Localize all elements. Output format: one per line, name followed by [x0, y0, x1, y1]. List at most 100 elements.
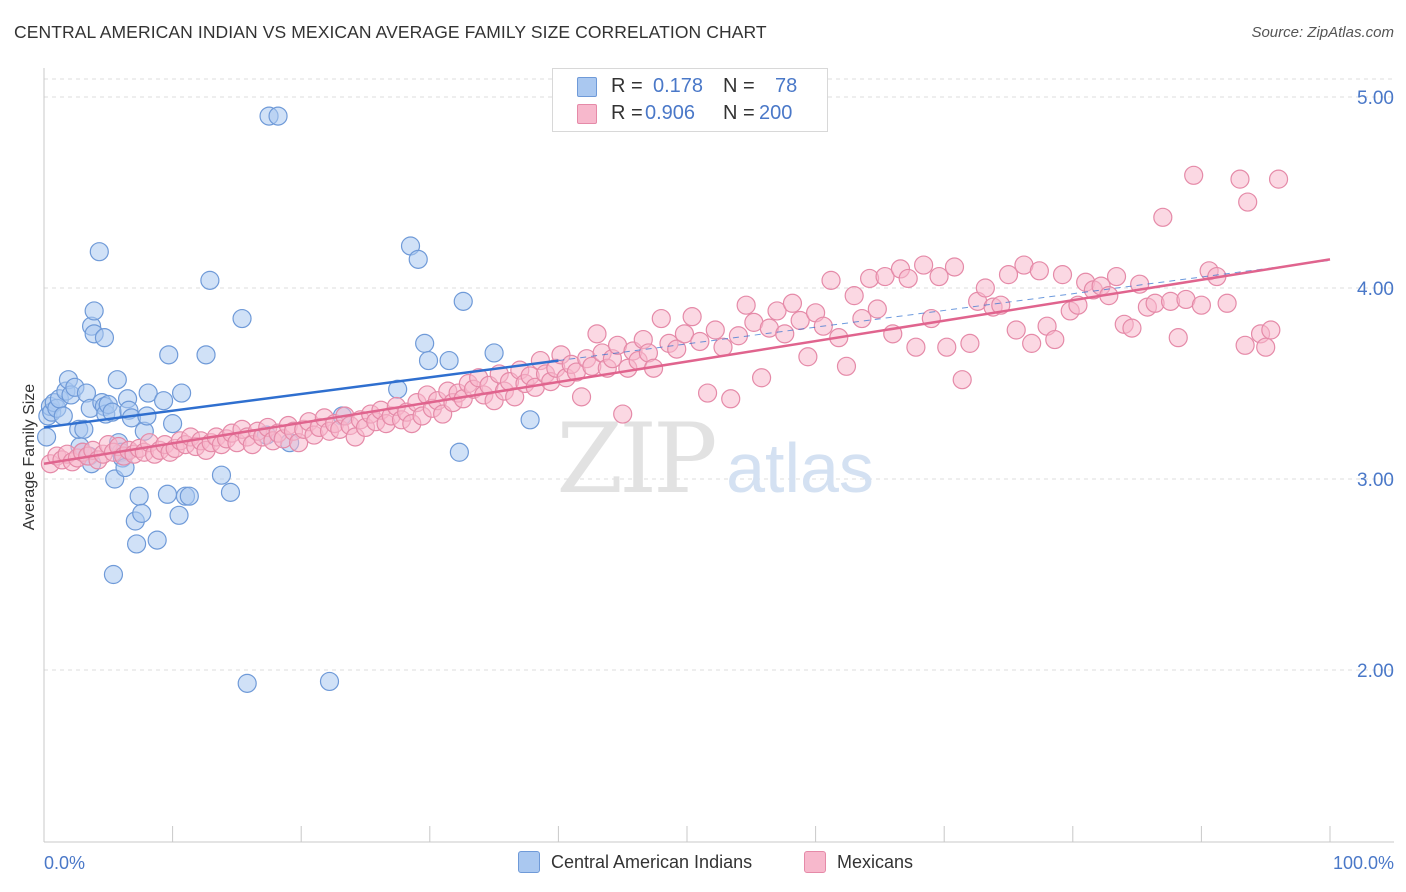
point-mexicans [1122, 318, 1142, 338]
point-central-american-indians [211, 465, 232, 485]
point-central-american-indians [157, 484, 178, 504]
point-central-american-indians [132, 503, 152, 523]
point-mexicans [914, 255, 934, 275]
legend-r-value-blue: 0.178 [653, 75, 704, 97]
watermark-atlas: atlas [726, 429, 874, 507]
point-central-american-indians [84, 301, 104, 321]
point-central-american-indians [107, 370, 127, 390]
point-central-american-indians [159, 345, 179, 365]
point-mexicans [1029, 261, 1049, 281]
series-legend: Central American Indians Mexicans [0, 851, 1406, 879]
chart-title: CENTRAL AMERICAN INDIAN VS MEXICAN AVERA… [14, 22, 767, 42]
point-mexicans [751, 368, 772, 388]
legend-n-label-pink: N = [723, 102, 755, 124]
point-central-american-indians [147, 530, 167, 550]
point-mexicans [821, 270, 841, 290]
point-central-american-indians [439, 350, 459, 371]
point-mexicans [798, 347, 818, 367]
legend-item-central-american-indians: Central American Indians [518, 851, 752, 873]
point-mexicans [937, 337, 957, 357]
point-central-american-indians [232, 308, 252, 329]
point-mexicans [782, 293, 803, 313]
point-central-american-indians [103, 564, 124, 585]
stats-legend: R = 0.178 N = 78 R = 0.906 N = 200 [552, 68, 828, 132]
point-central-american-indians [484, 343, 504, 363]
x-tick-label-min: 0.0% [44, 853, 85, 873]
point-mexicans [1217, 293, 1237, 313]
legend-n-value-pink: 200 [759, 102, 793, 124]
legend-swatch-blue [577, 77, 597, 97]
point-mexicans [775, 324, 795, 344]
point-mexicans [705, 320, 725, 340]
legend-r-value-pink: 0.906 [645, 102, 696, 124]
watermark-zip: ZIP [556, 403, 715, 515]
point-central-american-indians [36, 427, 57, 447]
point-central-american-indians [94, 328, 115, 348]
point-mexicans [1006, 320, 1026, 340]
point-mexicans [952, 370, 972, 390]
point-central-american-indians [74, 419, 94, 439]
point-mexicans [613, 404, 633, 424]
point-central-american-indians [237, 673, 257, 693]
legend-item-mexicans: Mexicans [804, 851, 913, 873]
trend-line-extension [558, 259, 1331, 362]
point-mexicans [1168, 328, 1188, 348]
point-mexicans [767, 301, 787, 321]
point-mexicans [898, 268, 918, 289]
watermark: ZIP atlas [556, 403, 874, 515]
point-central-american-indians [153, 391, 174, 411]
point-mexicans [852, 308, 872, 329]
point-mexicans [1230, 169, 1250, 189]
trend-line-mexicans [43, 258, 1331, 465]
y-tick-label: 4.00 [1357, 279, 1394, 300]
point-mexicans [713, 337, 733, 357]
point-mexicans [1106, 266, 1127, 287]
point-mexicans [682, 307, 702, 327]
point-mexicans [1153, 207, 1173, 227]
point-mexicans [929, 266, 949, 287]
legend-swatch-pink [577, 104, 597, 124]
y-axis-label: Average Family Size [21, 384, 38, 531]
point-mexicans [1052, 265, 1073, 285]
point-central-american-indians [138, 383, 158, 403]
point-mexicans [1191, 295, 1212, 315]
point-mexicans [960, 333, 980, 353]
point-central-american-indians [415, 333, 435, 353]
point-central-american-indians [220, 482, 241, 502]
point-central-american-indians [126, 534, 147, 554]
point-mexicans [728, 326, 749, 346]
point-central-american-indians [453, 291, 473, 311]
point-central-american-indians [319, 671, 340, 692]
point-central-american-indians [163, 414, 183, 434]
legend-swatch-central-american-indians [518, 851, 540, 873]
point-mexicans [844, 286, 864, 306]
point-central-american-indians [268, 106, 288, 126]
y-tick-label: 3.00 [1357, 470, 1394, 491]
point-mexicans [944, 257, 965, 277]
legend-label-mexicans: Mexicans [837, 851, 914, 872]
point-mexicans [1022, 333, 1042, 353]
point-central-american-indians [418, 350, 439, 371]
point-mexicans [571, 387, 592, 407]
point-mexicans [906, 337, 926, 357]
y-tick-label: 2.00 [1357, 661, 1394, 682]
point-central-american-indians [169, 505, 189, 525]
point-central-american-indians [449, 442, 469, 462]
point-mexicans [836, 356, 857, 376]
source-label: Source: ZipAtlas.com [1251, 24, 1394, 41]
point-mexicans [736, 295, 756, 315]
legend-n-label-blue: N = [723, 75, 755, 97]
point-mexicans [690, 331, 710, 352]
trend-lines [43, 258, 1331, 465]
point-mexicans [975, 278, 995, 298]
point-mexicans [1268, 169, 1289, 189]
point-central-american-indians [89, 242, 109, 262]
point-central-american-indians [53, 406, 73, 426]
legend-n-value-blue: 78 [775, 75, 798, 97]
x-ticks [43, 826, 1331, 842]
point-mexicans [1256, 337, 1276, 357]
point-mexicans [1238, 192, 1258, 212]
y-tick-labels: 2.00 3.00 4.00 5.00 [1357, 88, 1394, 682]
x-tick-label-max: 100.0% [1333, 853, 1394, 873]
legend-label-central-american-indians: Central American Indians [551, 851, 753, 872]
